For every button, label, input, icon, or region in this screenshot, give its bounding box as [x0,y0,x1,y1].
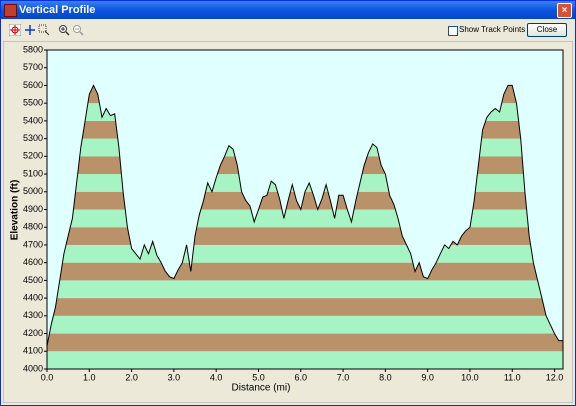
x-tick-label: 5.0 [252,372,265,382]
y-tick-label: 4900 [23,204,43,214]
elevation-stripe [47,298,563,316]
title-bar: Vertical Profile × [1,1,575,19]
y-axis-label: Elevation (ft) [10,180,21,241]
x-tick-label: 7.0 [337,372,350,382]
profile-line [46,84,563,347]
y-tick-label: 4300 [23,310,43,320]
y-tick-label: 4600 [23,257,43,267]
close-button[interactable]: Close [527,23,567,37]
y-tick-label: 4100 [23,346,43,356]
y-tick-label: 5700 [23,62,43,72]
y-tick-label: 4800 [23,222,43,232]
x-tick-label: 9.0 [421,372,434,382]
tool-zoom-box[interactable] [38,24,50,36]
elevation-stripe [47,262,563,281]
window-title: Vertical Profile [19,4,96,16]
y-tick-label: 5200 [23,151,43,161]
y-tick-label: 5100 [23,168,43,178]
elevation-stripe [47,351,563,369]
y-tick-label: 4400 [23,292,43,302]
elevation-stripe [47,315,563,334]
elevation-stripe [47,244,563,263]
x-tick-label: 4.0 [210,372,223,382]
tool-zoom-out[interactable] [72,24,84,36]
chart: Distance (mi) Elevation (ft) 4000 4100 420… [3,41,573,403]
y-tick-label: 5400 [23,115,43,125]
x-tick-label: 1.0 [83,372,96,382]
elevation-stripe [47,333,563,352]
checkbox-label: Show Track Points [459,25,526,34]
window-close[interactable]: × [557,3,572,18]
y-tick-label: 5000 [23,186,43,196]
tool-pan[interactable] [24,24,36,36]
x-tick-label: 3.0 [168,372,181,382]
y-tick-label: 4500 [23,275,43,285]
y-tick-label: 5800 [23,44,43,54]
x-tick-label: 6.0 [295,372,308,382]
elevation-stripe [47,280,563,299]
tool-select[interactable] [9,24,21,36]
tool-zoom-in[interactable] [58,24,70,36]
elevation-stripe [47,209,563,228]
checkbox[interactable] [448,26,458,36]
x-tick-label: 8.0 [379,372,392,382]
elevation-stripe [47,227,563,245]
y-tick-label: 4000 [23,363,43,373]
y-tick-label: 4200 [23,328,43,338]
x-axis-label: Distance (mi) [232,383,291,394]
x-tick-label: 11.0 [504,372,521,382]
x-tick-label: 0.0 [41,372,54,382]
y-tick-label: 5600 [23,80,43,90]
y-tick-label: 5500 [23,98,43,108]
x-tick-label: 10.0 [461,372,479,382]
app-icon [4,4,17,17]
y-tick-label: 5300 [23,133,43,143]
x-tick-label: 12.0 [546,372,564,382]
y-tick-label: 4700 [23,239,43,249]
x-tick-label: 2.0 [125,372,138,382]
